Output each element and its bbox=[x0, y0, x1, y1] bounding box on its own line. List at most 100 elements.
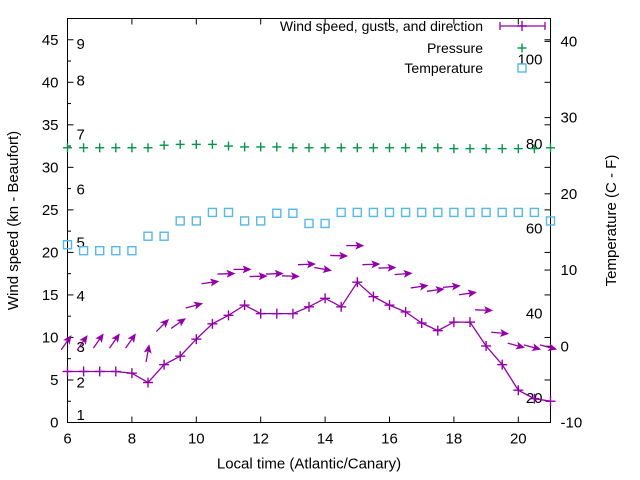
wind-speed-point bbox=[513, 385, 524, 396]
temperature-point bbox=[368, 207, 379, 218]
wind-speed-point bbox=[62, 366, 73, 377]
y-left-tick-label: 25 bbox=[42, 202, 59, 219]
wind-speed-point bbox=[384, 300, 395, 311]
y-right-tick-label: 30 bbox=[561, 110, 578, 127]
temperature-point bbox=[497, 207, 507, 218]
pressure-point bbox=[95, 143, 105, 153]
temperature-point bbox=[400, 207, 411, 218]
temperature-point bbox=[191, 216, 202, 226]
temperature-point bbox=[320, 218, 330, 229]
y-left-tick-label: 5 bbox=[50, 372, 58, 389]
pressure-point bbox=[481, 144, 491, 154]
wind-speed-point bbox=[78, 366, 89, 377]
x-tick-label: 20 bbox=[510, 431, 527, 448]
gust-direction-arrow bbox=[523, 343, 542, 352]
pressure-point bbox=[79, 143, 89, 153]
gust-direction-arrow bbox=[281, 272, 300, 281]
beaufort-scale-label: 7 bbox=[77, 126, 85, 143]
gust-direction-arrow bbox=[410, 282, 429, 291]
gust-direction-arrow bbox=[170, 318, 186, 329]
gust-direction-arrow bbox=[155, 318, 170, 333]
gust-direction-arrow bbox=[297, 260, 316, 269]
gust-direction-arrow bbox=[233, 265, 252, 274]
wind-speed-point bbox=[400, 306, 411, 317]
pressure-point bbox=[304, 143, 314, 153]
y-right-tick-label: 10 bbox=[561, 262, 578, 279]
legend-sample-plus bbox=[517, 21, 527, 31]
gust-direction-arrow bbox=[394, 269, 413, 278]
gust-direction-arrow bbox=[217, 269, 236, 278]
pressure-point bbox=[240, 142, 250, 152]
wind-speed-point bbox=[304, 301, 314, 312]
gust-direction-arrow bbox=[201, 278, 220, 287]
temperature-point bbox=[256, 216, 266, 226]
pressure-point bbox=[497, 144, 507, 154]
wind-speed-point bbox=[529, 393, 540, 404]
wind-speed-point bbox=[320, 293, 331, 304]
fahrenheit-scale-label: 40 bbox=[526, 305, 543, 322]
temperature-point bbox=[127, 245, 137, 256]
fahrenheit-scale-label: 100 bbox=[517, 51, 542, 68]
temperature-point bbox=[207, 207, 218, 218]
temperature-point bbox=[78, 245, 89, 256]
wind-speed-point bbox=[465, 317, 475, 328]
wind-speed-point bbox=[336, 301, 347, 312]
wind-speed-line bbox=[67, 281, 551, 402]
pressure-point bbox=[207, 139, 217, 149]
wind-speed-point bbox=[126, 368, 137, 379]
temperature-point bbox=[417, 207, 427, 218]
x-axis-title: Local time (Atlantic/Canary) bbox=[217, 456, 401, 473]
temperature-point bbox=[62, 240, 73, 250]
y-right-axis-title: Temperature (C - F) bbox=[603, 155, 620, 287]
pressure-point bbox=[368, 143, 378, 153]
y-left-tick-label: 45 bbox=[42, 32, 59, 49]
wind-speed-point bbox=[110, 366, 121, 377]
beaufort-scale-label: 3 bbox=[77, 339, 85, 356]
wind-speed-point bbox=[481, 340, 492, 351]
pressure-point bbox=[159, 140, 169, 150]
beaufort-scale-label: 1 bbox=[77, 407, 85, 424]
plot-frame bbox=[67, 18, 551, 423]
gust-direction-arrow bbox=[125, 333, 136, 349]
wind-speed-point bbox=[448, 317, 459, 328]
y-left-tick-label: 0 bbox=[50, 415, 58, 432]
wind-speed-point bbox=[287, 308, 298, 319]
temperature-point bbox=[449, 207, 459, 218]
wind-speed-point bbox=[143, 377, 153, 388]
wind-speed-point bbox=[175, 351, 186, 362]
beaufort-scale-label: 8 bbox=[77, 73, 85, 90]
y-left-tick-label: 15 bbox=[42, 287, 59, 304]
y-right-tick-label: 20 bbox=[561, 186, 578, 203]
x-tick-label: 8 bbox=[128, 431, 136, 448]
temperature-point bbox=[481, 207, 491, 218]
pressure-point bbox=[191, 139, 201, 149]
beaufort-scale-label: 9 bbox=[77, 36, 85, 53]
legend-label-3: Temperature bbox=[404, 60, 483, 76]
pressure-point bbox=[224, 141, 233, 151]
x-tick-label: 18 bbox=[446, 431, 463, 448]
gust-direction-arrow bbox=[491, 329, 510, 338]
y-left-tick-label: 35 bbox=[42, 117, 59, 134]
pressure-point bbox=[288, 143, 298, 153]
gust-direction-arrow bbox=[346, 241, 365, 250]
gust-direction-arrow bbox=[442, 282, 461, 291]
temperature-point bbox=[272, 208, 282, 218]
temperature-point bbox=[94, 245, 105, 256]
temperature-point bbox=[513, 207, 523, 218]
pressure-point bbox=[143, 143, 153, 153]
wind-speed-point bbox=[497, 359, 508, 370]
beaufort-scale-label: 2 bbox=[77, 375, 85, 392]
gust-direction-arrow bbox=[185, 301, 204, 310]
pressure-point bbox=[175, 139, 185, 149]
gust-direction-arrow bbox=[330, 251, 349, 260]
pressure-point bbox=[417, 143, 427, 153]
beaufort-scale-label: 5 bbox=[77, 234, 85, 251]
temperature-point bbox=[304, 218, 314, 229]
y-right-tick-label: 40 bbox=[561, 33, 578, 50]
wind-speed-point bbox=[94, 366, 105, 377]
temperature-point bbox=[175, 216, 185, 226]
temperature-point bbox=[143, 231, 153, 241]
pressure-point bbox=[401, 143, 411, 153]
temperature-point bbox=[239, 216, 250, 226]
